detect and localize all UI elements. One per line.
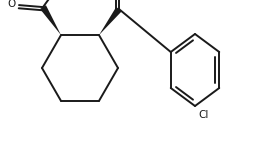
Polygon shape (99, 7, 122, 35)
Text: O: O (8, 0, 16, 9)
Text: Cl: Cl (198, 110, 208, 120)
Polygon shape (40, 5, 61, 35)
